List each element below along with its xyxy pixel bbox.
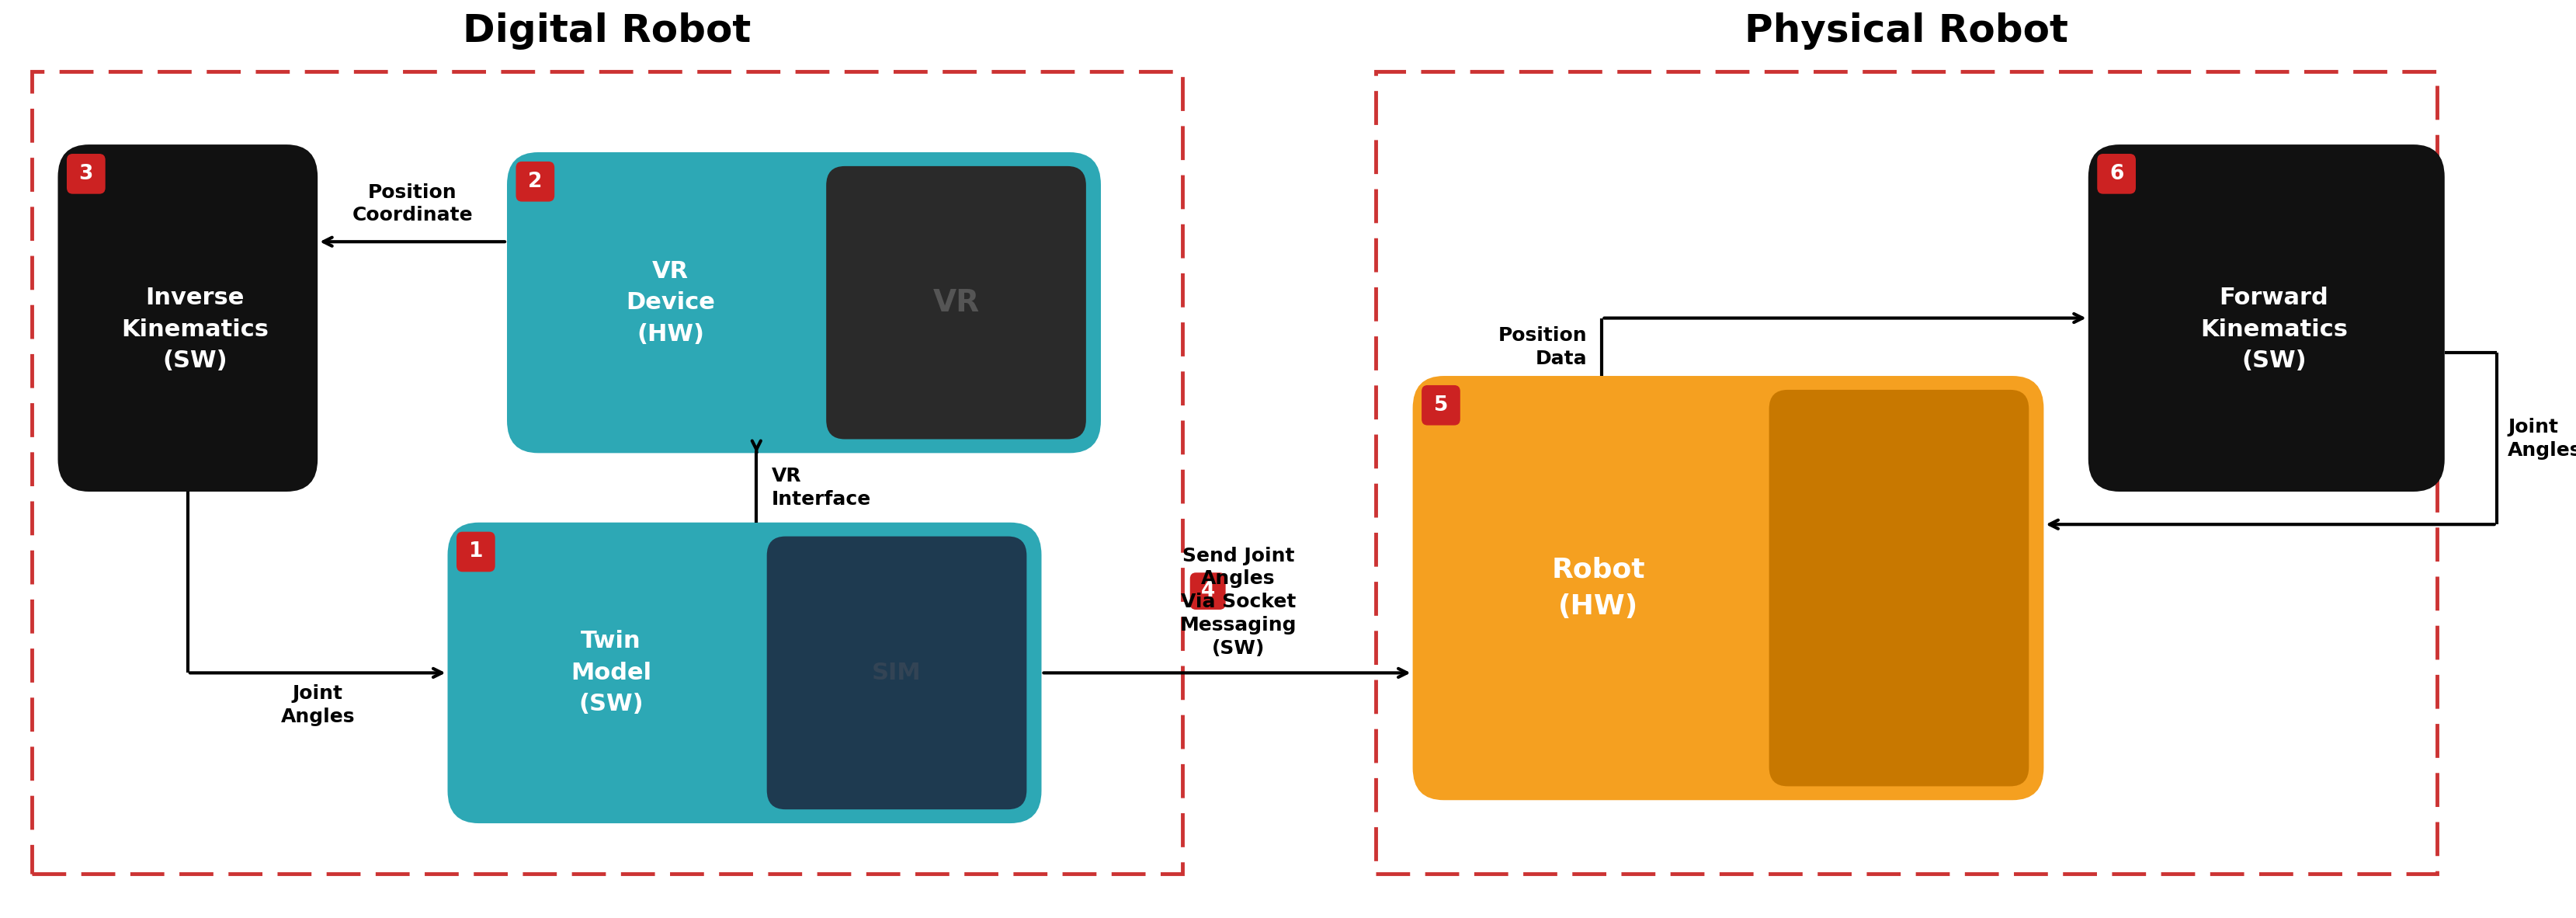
FancyBboxPatch shape <box>1190 573 1226 610</box>
Text: Twin
Model
(SW): Twin Model (SW) <box>569 630 652 716</box>
Text: 4: 4 <box>1200 581 1216 601</box>
FancyBboxPatch shape <box>1412 376 2043 800</box>
FancyBboxPatch shape <box>515 162 554 202</box>
Text: 2: 2 <box>528 172 544 192</box>
FancyBboxPatch shape <box>1770 390 2030 786</box>
Text: 3: 3 <box>80 163 93 184</box>
Text: VR
Device
(HW): VR Device (HW) <box>626 260 716 345</box>
FancyBboxPatch shape <box>448 522 1041 823</box>
Text: Position
Coordinate: Position Coordinate <box>353 183 474 225</box>
Text: SIM: SIM <box>873 662 922 684</box>
FancyBboxPatch shape <box>827 166 1087 439</box>
FancyBboxPatch shape <box>57 144 317 492</box>
Text: Position
Data: Position Data <box>1499 326 1587 368</box>
Bar <box>31 72 1182 873</box>
FancyBboxPatch shape <box>1422 386 1461 425</box>
Text: Digital Robot: Digital Robot <box>464 12 752 50</box>
FancyBboxPatch shape <box>456 532 495 572</box>
FancyBboxPatch shape <box>507 152 1100 453</box>
Text: VR: VR <box>933 288 979 318</box>
Text: Robot
(HW): Robot (HW) <box>1551 556 1646 620</box>
Text: 1: 1 <box>469 542 482 562</box>
Bar <box>1376 72 2437 873</box>
Text: Joint
Angles: Joint Angles <box>281 685 355 726</box>
Text: Physical Robot: Physical Robot <box>1744 12 2069 50</box>
FancyBboxPatch shape <box>768 536 1028 810</box>
FancyBboxPatch shape <box>2097 154 2136 194</box>
Text: 5: 5 <box>1435 395 1448 415</box>
Text: Forward
Kinematics
(SW): Forward Kinematics (SW) <box>2200 287 2347 373</box>
FancyBboxPatch shape <box>2089 144 2445 492</box>
FancyBboxPatch shape <box>67 154 106 194</box>
Text: Inverse
Kinematics
(SW): Inverse Kinematics (SW) <box>121 287 268 373</box>
Text: Send Joint
Angles
Via Socket
Messaging
(SW): Send Joint Angles Via Socket Messaging (… <box>1180 546 1296 657</box>
Text: Joint
Angles: Joint Angles <box>2506 418 2576 459</box>
Text: 6: 6 <box>2110 163 2123 184</box>
Text: VR
Interface: VR Interface <box>770 467 871 509</box>
